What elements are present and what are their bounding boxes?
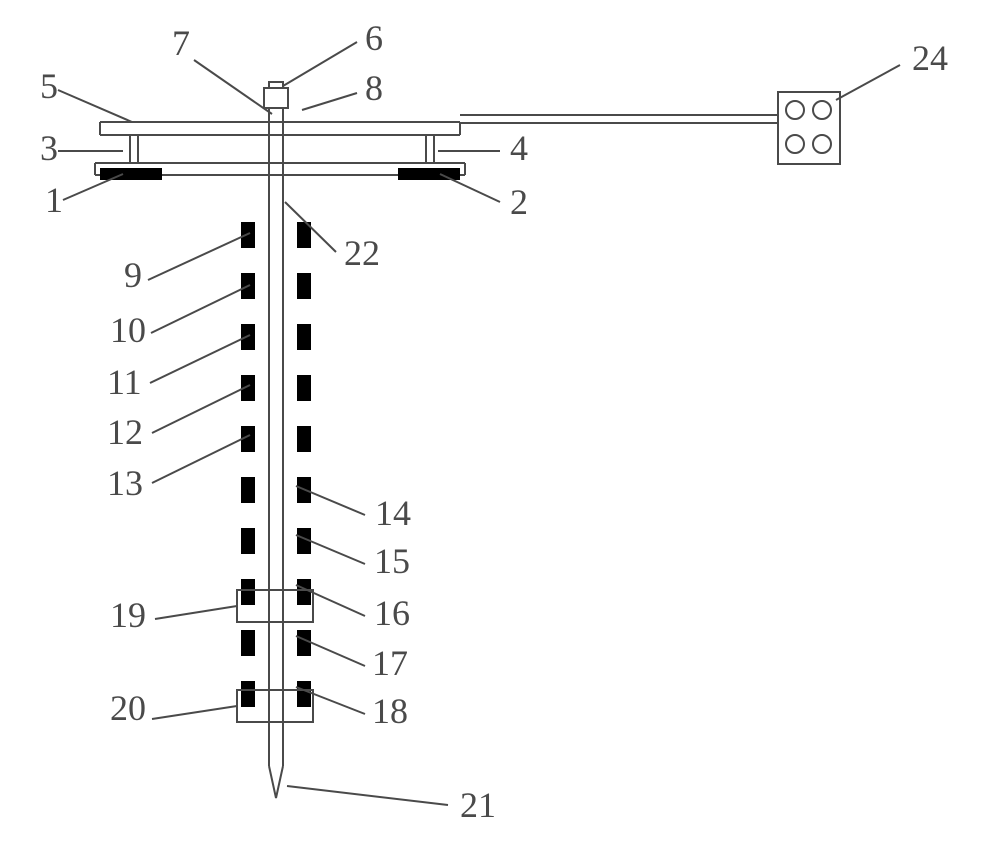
label-n8: 8 bbox=[365, 68, 383, 108]
label-n7: 7 bbox=[172, 23, 190, 63]
label-n14: 14 bbox=[375, 493, 411, 533]
label-n5: 5 bbox=[40, 66, 58, 106]
label-n15: 15 bbox=[374, 541, 410, 581]
label-n24: 24 bbox=[912, 38, 948, 78]
label-n9: 9 bbox=[124, 255, 142, 295]
technical-diagram: 1234567891011121314151617181920212224 bbox=[0, 0, 1000, 847]
label-n12: 12 bbox=[107, 412, 143, 452]
label-n20: 20 bbox=[110, 688, 146, 728]
label-n19: 19 bbox=[110, 595, 146, 635]
label-n16: 16 bbox=[374, 593, 410, 633]
label-n6: 6 bbox=[365, 18, 383, 58]
label-n18: 18 bbox=[372, 691, 408, 731]
label-n10: 10 bbox=[110, 310, 146, 350]
label-n21: 21 bbox=[460, 785, 496, 825]
label-n11: 11 bbox=[107, 362, 142, 402]
label-n4: 4 bbox=[510, 128, 528, 168]
label-n3: 3 bbox=[40, 128, 58, 168]
label-n1: 1 bbox=[45, 180, 63, 220]
label-n17: 17 bbox=[372, 643, 408, 683]
label-n22: 22 bbox=[344, 233, 380, 273]
label-n13: 13 bbox=[107, 463, 143, 503]
label-n2: 2 bbox=[510, 182, 528, 222]
